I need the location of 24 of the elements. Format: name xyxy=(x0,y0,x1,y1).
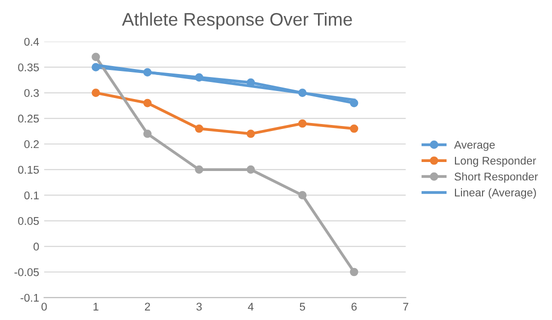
x-tick-label: 5 xyxy=(300,302,306,311)
legend-label: Long Responder xyxy=(454,156,536,167)
y-tick-label: 0.1 xyxy=(24,191,39,200)
x-tick-label: 4 xyxy=(248,302,254,311)
legend-label: Linear (Average) xyxy=(454,188,536,199)
y-tick-label: 0.4 xyxy=(24,38,39,46)
chart-title: Athlete Response Over Time xyxy=(122,12,352,30)
y-tick-label: 0.25 xyxy=(18,114,39,123)
x-tick-label: 7 xyxy=(403,302,408,311)
y-tick-label: 0.3 xyxy=(24,89,39,97)
y-tick-label: 0 xyxy=(34,242,39,251)
x-tick-label: 0 xyxy=(42,302,47,311)
y-tick-label: 0.2 xyxy=(24,140,39,148)
y-tick-label: 0.05 xyxy=(18,217,39,225)
y-tick-label: -0.05 xyxy=(14,268,39,276)
y-tick-label: 0.15 xyxy=(18,166,39,174)
y-tick-label: 0.35 xyxy=(18,63,39,72)
x-tick-label: 6 xyxy=(352,302,357,311)
x-tick-label: 3 xyxy=(196,302,202,311)
x-tick-label: 1 xyxy=(94,302,98,311)
legend-label: Short Responder xyxy=(454,172,538,183)
legend-label: Average xyxy=(454,140,495,151)
y-tick-label: -0.1 xyxy=(20,294,39,302)
x-tick-label: 2 xyxy=(144,302,150,311)
